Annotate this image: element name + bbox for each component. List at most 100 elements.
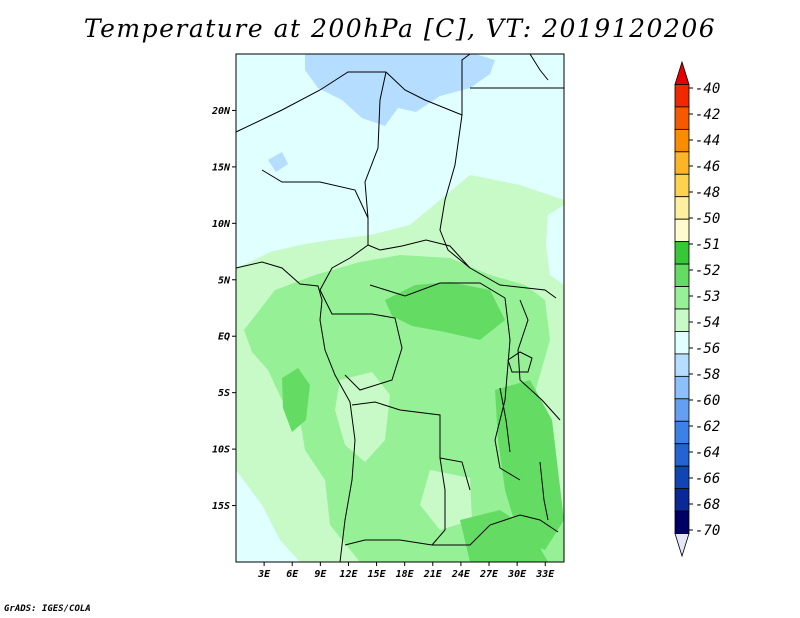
colorbar-box bbox=[674, 375, 690, 400]
colorbar-box bbox=[674, 151, 690, 175]
lake-tanganyika bbox=[499, 387, 511, 453]
colorbar-box bbox=[674, 196, 690, 220]
colorbar-label: -50 bbox=[695, 211, 720, 227]
lon-tick-label: 30E bbox=[507, 569, 527, 580]
field-core-east bbox=[495, 380, 564, 550]
field-core-north bbox=[385, 282, 505, 340]
border-zambia-south bbox=[432, 514, 559, 546]
field-core-west bbox=[282, 368, 310, 432]
border-angola-drc bbox=[351, 401, 471, 491]
border-cameroon-gabon bbox=[319, 289, 372, 315]
field-south-pale-patch bbox=[420, 470, 472, 530]
border-sudan-southsudan bbox=[469, 267, 557, 299]
map-title: Temperature at 200hPa [C], VT: 201912020… bbox=[83, 14, 717, 43]
border-libya-chad bbox=[385, 53, 471, 116]
colorbar-box bbox=[674, 331, 690, 355]
lon-tick-label: 6E bbox=[286, 569, 299, 580]
lake-victoria bbox=[507, 351, 533, 373]
coast-west-africa bbox=[235, 261, 356, 563]
colorbar-box bbox=[674, 286, 690, 310]
border-car-drc bbox=[369, 282, 506, 299]
lake-malawi bbox=[539, 461, 549, 521]
colorbar-label: -40 bbox=[695, 81, 720, 97]
colorbar-label: -64 bbox=[695, 445, 720, 461]
lon-tick-label: 33E bbox=[535, 569, 555, 580]
colorbar-label: -46 bbox=[695, 159, 720, 175]
colorbar-box bbox=[674, 488, 690, 512]
colorbar-label: -53 bbox=[695, 289, 720, 305]
colorbar-top-triangle bbox=[674, 60, 690, 85]
colorbar-label: -51 bbox=[695, 237, 720, 253]
colorbar-box bbox=[674, 263, 690, 287]
colorbar-box bbox=[674, 84, 690, 108]
colorbar-box bbox=[674, 465, 690, 490]
field-west-pale-patch bbox=[335, 372, 390, 462]
colorbar-bottom-triangle bbox=[674, 533, 690, 558]
lon-tick-label: 9E bbox=[314, 569, 327, 580]
field-east-pale-region bbox=[546, 205, 564, 285]
lon-tick-label: 24E bbox=[451, 569, 471, 580]
lat-tick-label: 15N bbox=[212, 162, 231, 173]
border-congo-drc bbox=[344, 313, 403, 391]
field-core-south bbox=[460, 510, 548, 562]
map-frame bbox=[235, 53, 565, 563]
colorbar-box bbox=[674, 218, 690, 243]
colorbar: -40 -42 -44 -46 -48 -50 -51 -52 -53 -54 -56 -58 -60 -… bbox=[674, 60, 720, 558]
colorbar-box bbox=[674, 308, 690, 332]
lat-tick-label: 10N bbox=[212, 219, 231, 230]
colorbar-label: -48 bbox=[695, 185, 720, 201]
lon-tick-label: 15E bbox=[368, 569, 387, 580]
field-north-region bbox=[236, 54, 564, 268]
lon-tick-label: 18E bbox=[396, 569, 415, 580]
border-algeria-niger bbox=[235, 71, 386, 133]
field-southwest-pale-region bbox=[236, 470, 300, 562]
border-niger-nigeria bbox=[261, 169, 369, 219]
field-cold-patch bbox=[268, 152, 288, 172]
border-east-africa bbox=[517, 299, 561, 421]
colorbar-box bbox=[674, 128, 690, 153]
colorbar-label: -66 bbox=[695, 471, 720, 487]
colorbar-box bbox=[674, 106, 690, 130]
border-drc-east bbox=[494, 297, 521, 481]
border-niger-chad bbox=[364, 71, 387, 219]
lon-tick-label: 27E bbox=[479, 569, 499, 580]
lat-tick-label: 5N bbox=[218, 275, 231, 286]
colorbar-label: -60 bbox=[695, 393, 720, 409]
colorbar-box bbox=[674, 443, 690, 467]
coast-red-sea bbox=[529, 53, 549, 81]
colorbar-label: -42 bbox=[695, 107, 720, 123]
latitude-axis: 20N 15N 10N 5N EQ 5S 10S 15S bbox=[211, 106, 236, 512]
lon-tick-label: 12E bbox=[339, 569, 358, 580]
border-chad-sudan bbox=[439, 114, 471, 269]
colorbar-label: -62 bbox=[695, 419, 720, 435]
country-borders bbox=[235, 53, 564, 563]
border-nigeria-cameroon bbox=[319, 218, 369, 291]
colorbar-box bbox=[674, 353, 690, 377]
colorbar-box bbox=[674, 241, 690, 265]
colorbar-label: -44 bbox=[695, 133, 720, 149]
lon-tick-label: 3E bbox=[257, 569, 271, 580]
colorbar-box bbox=[674, 398, 690, 422]
temperature-field bbox=[236, 54, 564, 562]
border-angola-zambia bbox=[431, 457, 446, 546]
colorbar-box bbox=[674, 173, 690, 198]
lat-tick-label: 15S bbox=[212, 501, 230, 512]
border-chad-car bbox=[367, 239, 471, 269]
lat-tick-label: 5S bbox=[218, 388, 230, 399]
colorbar-label: -68 bbox=[695, 497, 720, 513]
colorbar-label: -52 bbox=[695, 263, 720, 279]
colorbar-label: -56 bbox=[695, 341, 720, 357]
border-namibia bbox=[344, 539, 433, 546]
colorbar-label: -70 bbox=[695, 523, 720, 539]
lon-tick-label: 21E bbox=[423, 569, 443, 580]
colorbar-label: -54 bbox=[695, 315, 720, 331]
lat-tick-label: 10S bbox=[212, 445, 230, 456]
colorbar-box bbox=[674, 420, 690, 445]
colorbar-label: -58 bbox=[695, 367, 720, 383]
colorbar-box bbox=[674, 510, 690, 534]
lat-tick-label: 20N bbox=[211, 106, 231, 117]
grads-credit: GrADS: IGES/COLA bbox=[4, 604, 91, 614]
lat-tick-label: EQ bbox=[218, 332, 230, 343]
longitude-axis: 3E 6E 9E 12E 15E 18E 21E 24E 27E 30E 33E bbox=[257, 562, 555, 580]
